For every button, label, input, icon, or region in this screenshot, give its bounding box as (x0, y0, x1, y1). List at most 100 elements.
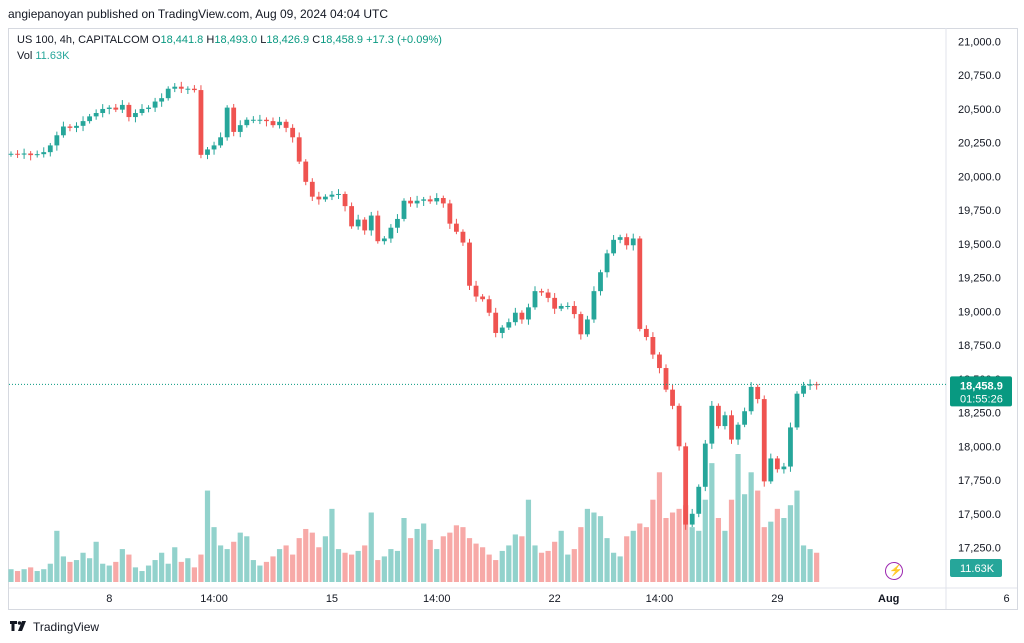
volume-bar (702, 499, 708, 582)
candle-body (565, 305, 571, 307)
candle-body (165, 88, 171, 99)
candle-body (689, 513, 695, 525)
volume-bar (28, 567, 34, 582)
time-tick-label: 14:00 (423, 593, 451, 605)
candle-body (250, 119, 256, 121)
volume-bar (375, 560, 381, 582)
candle-body (368, 215, 374, 231)
volume-bar (165, 563, 171, 582)
volume-bar (591, 512, 597, 582)
candle-body (552, 297, 558, 309)
volume-bar (519, 536, 525, 582)
candle-body (21, 153, 27, 155)
candle-body (473, 285, 479, 297)
candle-body (408, 200, 413, 204)
lightning-icon[interactable]: ⚡ (885, 562, 903, 580)
volume-bar (119, 549, 125, 582)
volume-bar (584, 508, 590, 582)
price-tick-label: 20,500.0 (958, 104, 1001, 116)
publisher-line: angiepanoyan published on TradingView.co… (8, 7, 389, 21)
volume-bar (159, 552, 165, 582)
candle-body (87, 116, 92, 122)
candle-body (41, 152, 47, 155)
candle-body (355, 219, 361, 227)
candle-body (74, 125, 79, 128)
volume-label[interactable]: Vol (17, 50, 33, 62)
volume-bar (722, 530, 728, 582)
candle-body (47, 145, 53, 153)
volume-value: 11.63K (35, 50, 70, 62)
candle-body (742, 411, 747, 425)
volume-bar (276, 549, 283, 582)
footer-brand: TradingView (10, 620, 99, 634)
volume-bar (54, 530, 60, 582)
volume-bar (342, 552, 348, 582)
volume-bar (499, 550, 505, 582)
candle-body (152, 101, 158, 108)
volume-bar (335, 549, 342, 582)
volume-bar (309, 532, 315, 582)
volume-bar (263, 561, 270, 582)
volume-bar (204, 490, 211, 582)
volume-bar (381, 556, 387, 582)
volume-bar (493, 560, 499, 582)
volume-bar (473, 543, 479, 582)
volume-bar (768, 521, 774, 582)
volume-bar (388, 549, 394, 582)
volume-bar (794, 490, 800, 582)
volume-bar (663, 518, 669, 582)
volume-badge-label: 11.63K (960, 563, 995, 575)
volume-bar (113, 561, 119, 582)
volume-bar (296, 538, 302, 582)
candle-body (198, 90, 204, 155)
candle-body (205, 149, 210, 155)
volume-legend: Vol 11.63K (17, 50, 69, 62)
candle-body (113, 107, 119, 110)
volume-bar (67, 561, 73, 582)
volume-bar (466, 538, 473, 582)
volume-bar (414, 528, 420, 582)
candle-body (218, 137, 223, 146)
volume-bar (172, 547, 178, 582)
volume-bar (800, 545, 807, 582)
candle-body (375, 215, 381, 242)
volume-bar (565, 554, 571, 582)
price-tick-label: 19,000.0 (958, 306, 1001, 318)
candle-body (290, 127, 296, 138)
candle-body (54, 135, 60, 146)
volume-bar (21, 569, 27, 582)
candle-body (185, 88, 191, 90)
countdown-label: 01:55:26 (960, 393, 1003, 405)
volume-bar (355, 550, 361, 582)
candle-body (611, 239, 616, 254)
volume-bar (368, 512, 374, 582)
volume-bar (453, 525, 459, 582)
volume-bar (709, 463, 715, 582)
volume-bar (8, 569, 14, 582)
volume-bar (152, 560, 158, 582)
volume-bar (728, 499, 735, 582)
volume-bar (407, 538, 414, 582)
volume-bar (630, 530, 636, 582)
tradingview-logo-icon (10, 621, 26, 631)
chart-frame (8, 28, 1018, 610)
symbol-name[interactable]: US 100, 4h, CAPITALCOM (17, 34, 149, 46)
candle-body (28, 153, 34, 156)
candle-body (80, 121, 86, 126)
candle-body (624, 237, 630, 246)
candle-body (748, 386, 754, 412)
candle-body (454, 223, 459, 232)
volume-bar (814, 552, 820, 582)
volume-bar (434, 549, 440, 582)
candle-body (447, 203, 453, 224)
close-label: C (312, 34, 321, 46)
candle-body (126, 104, 132, 118)
time-tick-label: 8 (106, 593, 112, 605)
candle-body (670, 389, 675, 406)
volume-bar (696, 530, 702, 582)
candle-body (604, 253, 610, 273)
volume-bar (231, 541, 237, 582)
volume-bar (257, 565, 263, 582)
candle-body (716, 405, 721, 427)
